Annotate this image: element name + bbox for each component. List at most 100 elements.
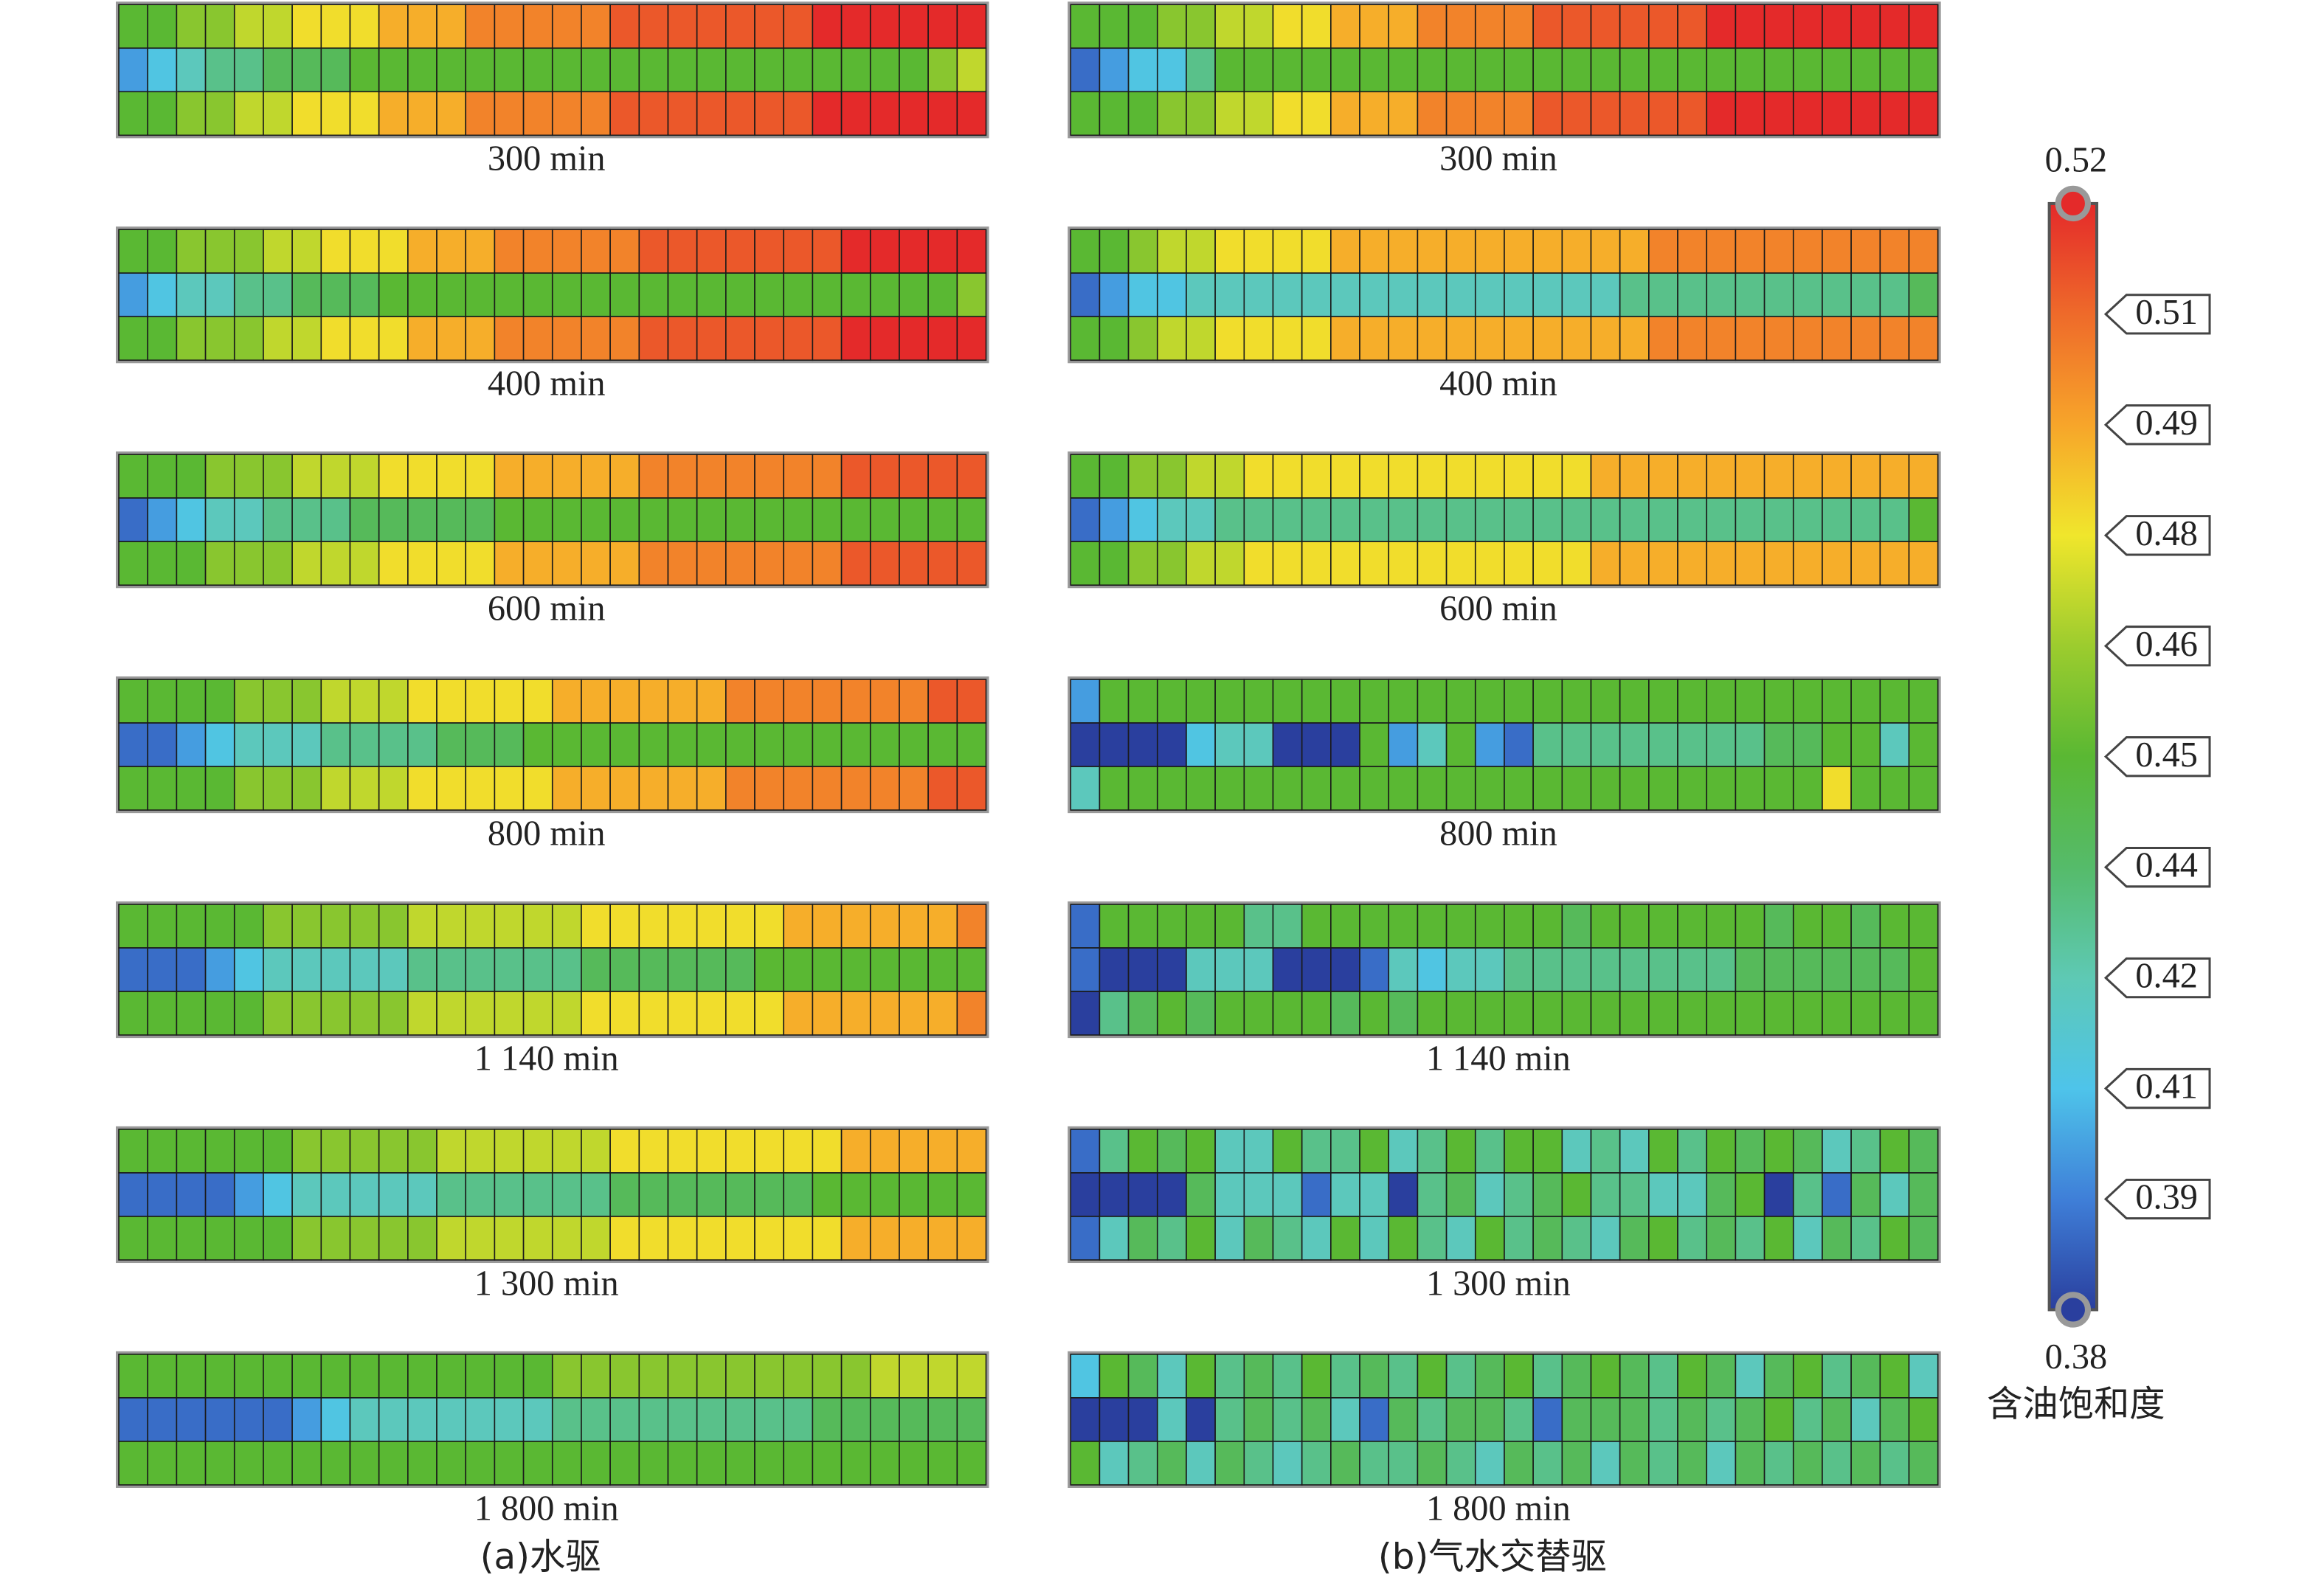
- cell: [638, 1216, 669, 1261]
- cell: [1156, 47, 1187, 93]
- cell: [812, 541, 843, 586]
- cell: [176, 1216, 207, 1261]
- cell: [1706, 947, 1737, 992]
- cell: [899, 91, 929, 136]
- cell: [1504, 1397, 1534, 1442]
- cell: [1214, 991, 1245, 1036]
- cell: [783, 679, 814, 724]
- cell: [263, 766, 293, 811]
- cell: [581, 316, 611, 361]
- cell: [407, 679, 438, 724]
- tick-label: 0.46: [2135, 625, 2198, 664]
- cell: [1214, 947, 1245, 992]
- cell: [869, 4, 900, 49]
- cell: [1186, 1129, 1216, 1174]
- cell: [118, 454, 149, 499]
- cell: [1445, 47, 1476, 93]
- cell: [291, 1441, 322, 1486]
- cell: [1532, 1129, 1563, 1174]
- cell: [465, 1129, 496, 1174]
- cell: [291, 1354, 322, 1399]
- cell: [1561, 229, 1592, 274]
- cell: [956, 766, 987, 811]
- cell: [1127, 229, 1158, 274]
- cell: [1908, 497, 1939, 542]
- cell: [1908, 4, 1939, 49]
- cell: [1908, 1397, 1939, 1442]
- cell: [1648, 229, 1678, 274]
- cell: [378, 904, 409, 949]
- cell: [1359, 541, 1390, 586]
- cell: [378, 4, 409, 49]
- cell: [1359, 272, 1390, 318]
- cell: [233, 1397, 264, 1442]
- cell: [1359, 316, 1390, 361]
- cell: [1590, 497, 1621, 542]
- cell: [1445, 541, 1476, 586]
- cell: [1706, 991, 1737, 1036]
- cell: [1445, 1397, 1476, 1442]
- cell: [1474, 541, 1505, 586]
- cell: [1735, 91, 1766, 136]
- cell: [1879, 229, 1910, 274]
- cell: [783, 272, 814, 318]
- cell: [956, 1441, 987, 1486]
- panel-label: 600 min: [1439, 589, 1557, 628]
- cell: [204, 1397, 235, 1442]
- cell: [378, 947, 409, 992]
- cell: [465, 229, 496, 274]
- tick-label: 0.51: [2135, 293, 2198, 332]
- cell: [1272, 229, 1303, 274]
- cell: [1417, 454, 1448, 499]
- cell: [204, 722, 235, 767]
- cell: [1474, 904, 1505, 949]
- cell: [638, 1129, 669, 1174]
- cell: [320, 722, 351, 767]
- cell: [1619, 991, 1650, 1036]
- cell: [1763, 947, 1794, 992]
- cell: [176, 316, 207, 361]
- cell: [1879, 1129, 1910, 1174]
- cell: [638, 1354, 669, 1399]
- cell: [118, 497, 149, 542]
- cell: [1388, 316, 1419, 361]
- cell: [378, 229, 409, 274]
- cell: [667, 316, 698, 361]
- cell: [725, 47, 755, 93]
- cell: [1156, 904, 1187, 949]
- cell: [1763, 272, 1794, 318]
- cell: [899, 541, 929, 586]
- cell: [1504, 4, 1534, 49]
- cell: [522, 679, 553, 724]
- cell: [1850, 229, 1881, 274]
- cell: [1561, 47, 1592, 93]
- cell: [1214, 229, 1245, 274]
- cell: [233, 947, 264, 992]
- cell: [1850, 316, 1881, 361]
- cell: [1243, 229, 1274, 274]
- cell: [320, 91, 351, 136]
- cell: [1590, 1397, 1621, 1442]
- cell: [1879, 454, 1910, 499]
- cell: [609, 229, 640, 274]
- cell: [754, 722, 785, 767]
- cell: [522, 47, 553, 93]
- cell: [436, 272, 467, 318]
- cell: [147, 1129, 178, 1174]
- cell: [1099, 1129, 1130, 1174]
- cell: [812, 91, 843, 136]
- cell: [609, 679, 640, 724]
- cell: [1735, 229, 1766, 274]
- cell: [725, 316, 755, 361]
- cell: [1648, 679, 1678, 724]
- cell: [1879, 679, 1910, 724]
- cell: [118, 766, 149, 811]
- cell: [1272, 272, 1303, 318]
- cell: [609, 904, 640, 949]
- cell: [581, 91, 611, 136]
- cell: [1445, 1441, 1476, 1486]
- cell: [1590, 454, 1621, 499]
- cell: [436, 91, 467, 136]
- cell: [407, 904, 438, 949]
- cell: [956, 454, 987, 499]
